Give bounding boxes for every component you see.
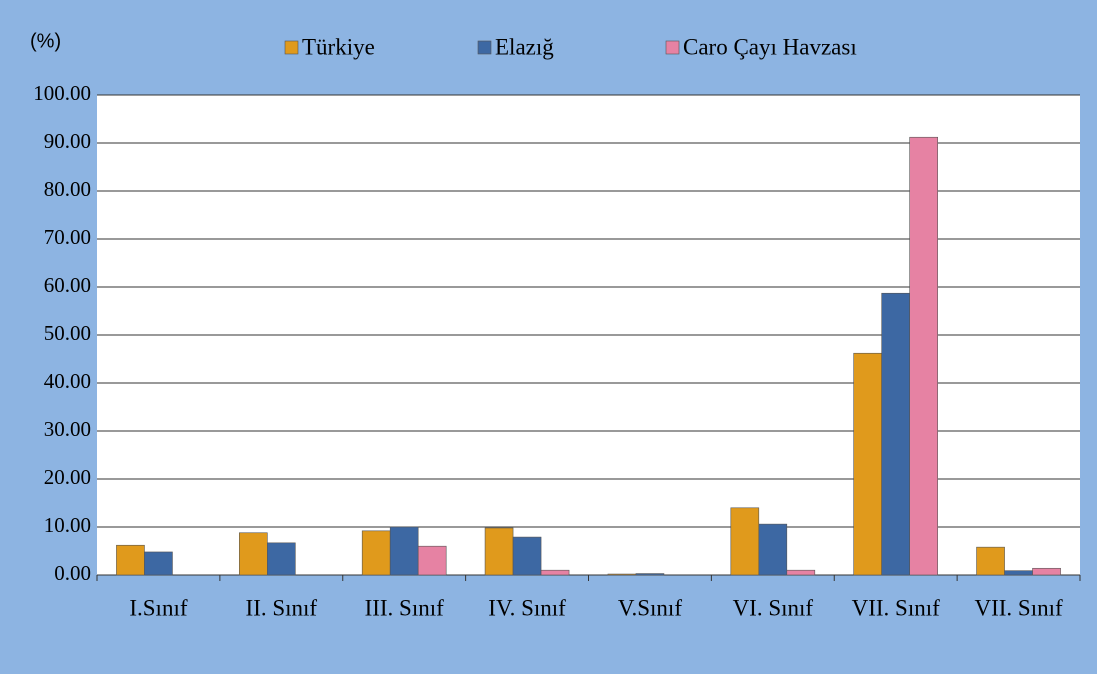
y-tick-label: 50.00: [44, 321, 91, 345]
y-tick-label: 90.00: [44, 129, 91, 153]
bar: [1032, 567, 1061, 576]
bar: [730, 507, 760, 576]
bar: [239, 532, 268, 576]
bar: [786, 569, 816, 576]
y-tick-label: 0.00: [54, 561, 91, 585]
y-tick-label: 60.00: [44, 273, 91, 297]
bar: [144, 551, 173, 576]
legend-label: Türkiye: [302, 34, 375, 59]
bar: [417, 545, 447, 576]
x-tick-label: II. Sınıf: [246, 595, 318, 620]
y-tick-label: 30.00: [44, 417, 91, 441]
x-tick-label: VI. Sınıf: [733, 595, 814, 620]
bar: [1004, 570, 1033, 576]
y-tick-label: 40.00: [44, 369, 91, 393]
bar: [389, 526, 419, 576]
bar: [484, 527, 514, 576]
y-tick-label: 20.00: [44, 465, 91, 489]
legend-label: Caro Çayı Havzası: [683, 34, 857, 59]
bar: [758, 523, 788, 576]
x-tick-label: III. Sınıf: [365, 595, 445, 620]
legend-swatch: [665, 40, 680, 55]
bar: [853, 352, 882, 576]
y-tick-label: 80.00: [44, 177, 91, 201]
bar: [267, 542, 296, 576]
legend-label: Elazığ: [495, 34, 554, 59]
legend-swatch: [477, 40, 492, 55]
bar: [540, 569, 570, 576]
x-tick-label: IV. Sınıf: [488, 595, 566, 620]
bar: [635, 573, 665, 576]
y-axis-label: (%): [30, 30, 61, 52]
legend-swatch: [284, 40, 299, 55]
x-tick-label: VII. Sınıf: [974, 595, 1063, 620]
x-tick-label: VII. Sınıf: [852, 595, 941, 620]
y-tick-label: 100.00: [33, 81, 91, 105]
x-tick-label: I.Sınıf: [129, 595, 187, 620]
x-tick-label: V.Sınıf: [618, 595, 682, 620]
bar: [361, 530, 391, 576]
bar: [607, 573, 637, 576]
bar: [881, 292, 910, 576]
bar: [512, 536, 542, 576]
bar: [909, 136, 938, 576]
y-tick-label: 10.00: [44, 513, 91, 537]
bar: [976, 546, 1005, 576]
bar: [116, 544, 145, 576]
y-tick-label: 70.00: [44, 225, 91, 249]
